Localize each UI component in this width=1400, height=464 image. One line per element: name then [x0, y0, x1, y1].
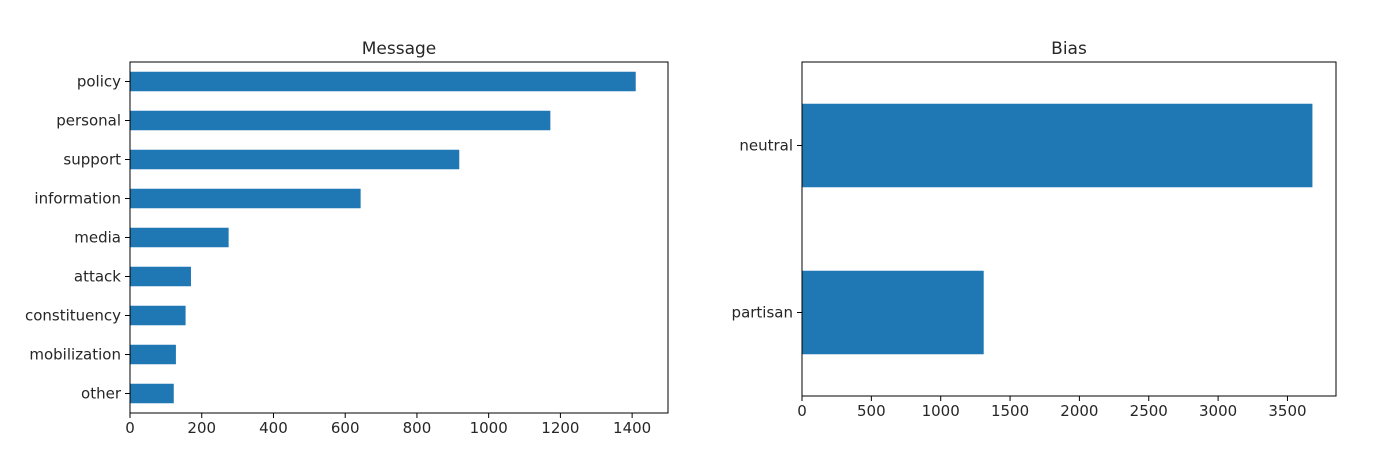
message-bar-information: [130, 188, 361, 209]
bias-xtick-label: 500: [857, 402, 886, 420]
message-xtick-label: 400: [259, 419, 288, 437]
message-ytick-label: media: [74, 229, 121, 247]
message-xtick-label: 600: [331, 419, 360, 437]
message-bar-other: [130, 383, 174, 404]
message-xtick-label: 0: [125, 419, 135, 437]
message-ytick-label: constituency: [25, 307, 121, 325]
message-xtick-label: 800: [403, 419, 432, 437]
bias-bar-partisan: [802, 270, 984, 355]
bias-chart-title: Bias: [1051, 39, 1087, 59]
message-xtick-label: 1400: [613, 419, 651, 437]
bias-xtick-label: 3000: [1199, 402, 1237, 420]
message-ytick-label: personal: [56, 112, 121, 130]
message-chart: policy personal support information media att…: [25, 39, 669, 437]
message-bar-constituency: [130, 305, 186, 326]
bias-chart: neutral partisan 0 500 1000 1500 2000 2500 3000 3…: [732, 39, 1337, 420]
message-ytick-label: other: [81, 385, 122, 403]
message-bar-attack: [130, 266, 191, 287]
message-bar-media: [130, 227, 229, 248]
bias-ytick-label: partisan: [732, 304, 793, 322]
bias-axes-frame: [801, 61, 1337, 397]
message-chart-title: Message: [362, 39, 437, 59]
message-bar-support: [130, 149, 460, 170]
message-xtick-label: 1200: [541, 419, 579, 437]
message-xtick-label: 1000: [470, 419, 508, 437]
message-ytick-label: mobilization: [29, 346, 121, 364]
message-ytick-label: policy: [77, 73, 121, 91]
message-ytick-label: support: [63, 151, 121, 169]
bias-xtick-label: 1000: [922, 402, 960, 420]
bias-xtick-label: 2000: [1060, 402, 1098, 420]
bias-ytick-label: neutral: [739, 137, 793, 155]
message-xtick-label: 200: [187, 419, 216, 437]
message-bar-personal: [130, 110, 551, 131]
message-bar-mobilization: [130, 344, 176, 365]
message-ytick-label: information: [34, 190, 121, 208]
message-bar-policy: [130, 71, 636, 92]
bias-xtick-label: 2500: [1130, 402, 1168, 420]
bias-xtick-label: 1500: [991, 402, 1029, 420]
bias-xtick-label: 0: [797, 402, 807, 420]
bias-xtick-label: 3500: [1268, 402, 1306, 420]
bias-bar-neutral: [802, 103, 1313, 188]
message-ytick-label: attack: [74, 268, 121, 286]
